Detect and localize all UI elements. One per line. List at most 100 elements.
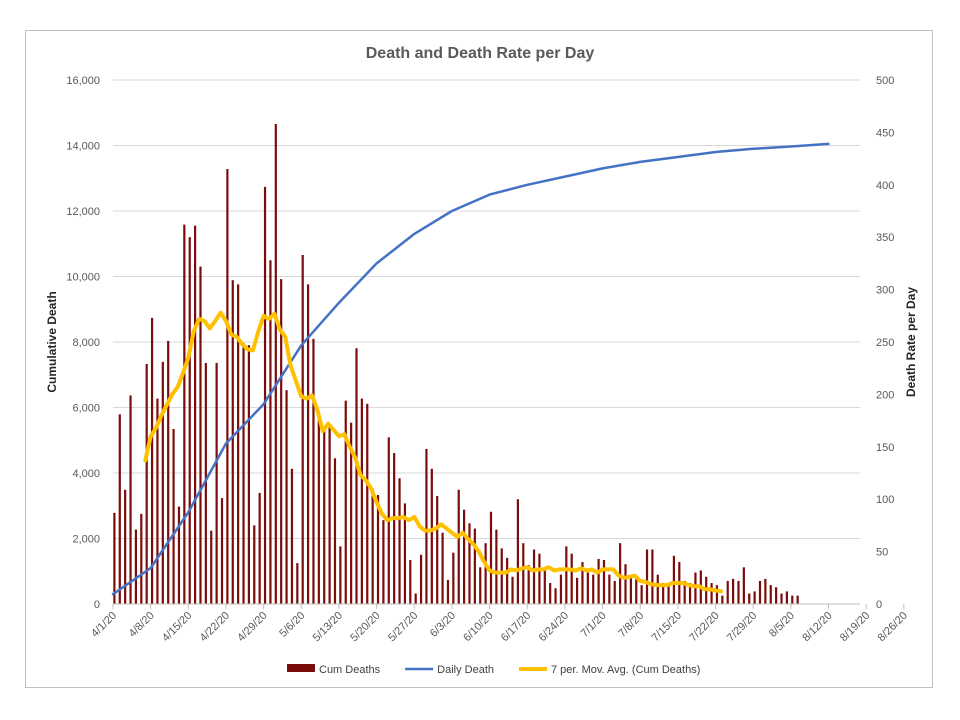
bar [592,574,595,604]
bar [177,506,181,604]
bar [199,266,202,604]
bar [549,583,552,604]
y-axis-right-title: Death Rate per Day [904,287,918,397]
bar [527,565,530,604]
y-left-tick-label: 8,000 [72,337,100,349]
bar [694,572,697,604]
y-right-tick-label: 400 [876,180,894,192]
bar [489,511,493,604]
x-tick-label: 6/3/20 [428,610,458,640]
bar [339,546,342,604]
bar [635,578,638,604]
bar [554,588,557,604]
bar [269,260,272,604]
x-tick-label: 6/10/20 [461,610,495,644]
x-tick-label: 4/1/20 [89,610,119,640]
bar [457,489,460,604]
bar [328,424,331,604]
bar [522,543,525,604]
bar [613,580,616,604]
bar [559,574,563,604]
bar [721,595,724,604]
bar [188,237,191,604]
bar [484,543,487,604]
bar [215,362,218,604]
bar [688,583,692,604]
bar [247,345,250,604]
bar [430,468,433,604]
bar [156,398,159,604]
bar [360,398,363,604]
bar [398,478,401,604]
bar [769,585,772,604]
bar [608,574,611,604]
bar [538,553,541,604]
bar [532,549,536,604]
bar [306,284,310,604]
bar [312,338,315,604]
bar [516,499,519,604]
chart-frame [25,30,933,688]
y-left-tick-label: 14,000 [66,141,100,153]
bar [129,395,132,604]
x-tick-label: 7/22/20 [687,610,721,644]
x-tick-label: 5/13/20 [311,610,345,644]
bar [393,453,396,604]
bar [753,591,756,604]
bar [468,523,471,604]
y-axis-left-title: Cumulative Death [45,291,59,392]
bar [597,558,600,604]
x-tick-label: 7/15/20 [650,610,684,644]
x-tick-label: 8/19/20 [838,610,872,644]
bar [651,549,654,604]
bar [237,284,240,604]
x-tick-label: 4/22/20 [198,610,232,644]
x-tick-label: 5/27/20 [386,610,420,644]
bar [350,422,353,604]
legend-label: Cum Deaths [319,664,381,676]
bar [726,580,729,604]
x-tick-label: 7/8/20 [616,610,646,640]
bar [629,574,632,604]
bar [500,548,503,604]
bar [414,593,417,604]
bar [732,578,735,604]
bar [172,428,175,604]
bar [441,532,444,604]
bar [344,400,347,604]
y-left-tick-label: 10,000 [66,272,100,284]
bar [333,458,337,604]
bar [543,569,546,604]
bar [624,564,627,604]
bar [258,492,261,604]
bar [436,496,439,604]
bar [785,591,788,604]
y-left-tick-label: 12,000 [66,206,100,218]
bar [667,585,670,604]
y-right-tick-label: 0 [876,599,882,611]
bar [479,567,482,604]
x-tick-label: 6/24/20 [537,610,571,644]
bar [161,361,164,604]
legend: Cum Deaths Daily Death 7 per. Mov. Avg. (C… [287,664,700,676]
bar [780,593,783,604]
bar [645,549,649,604]
y-right-tick-label: 300 [876,285,894,297]
bar [425,448,428,604]
bar [452,552,455,604]
x-tick-label: 4/29/20 [235,610,269,644]
x-tick-label: 8/12/20 [800,610,834,644]
bar [285,390,288,604]
x-tick-label: 7/1/20 [579,610,609,640]
y-right-tick-label: 450 [876,127,894,139]
bar [764,578,767,604]
bar [715,585,719,604]
x-tick-label: 4/15/20 [160,610,194,644]
x-tick-label: 4/8/20 [127,610,157,640]
y-right-tick-label: 150 [876,442,894,454]
bar [220,498,224,604]
y-left-tick-label: 6,000 [72,403,100,415]
bar [210,530,213,604]
y-right-tick-label: 500 [876,75,894,87]
